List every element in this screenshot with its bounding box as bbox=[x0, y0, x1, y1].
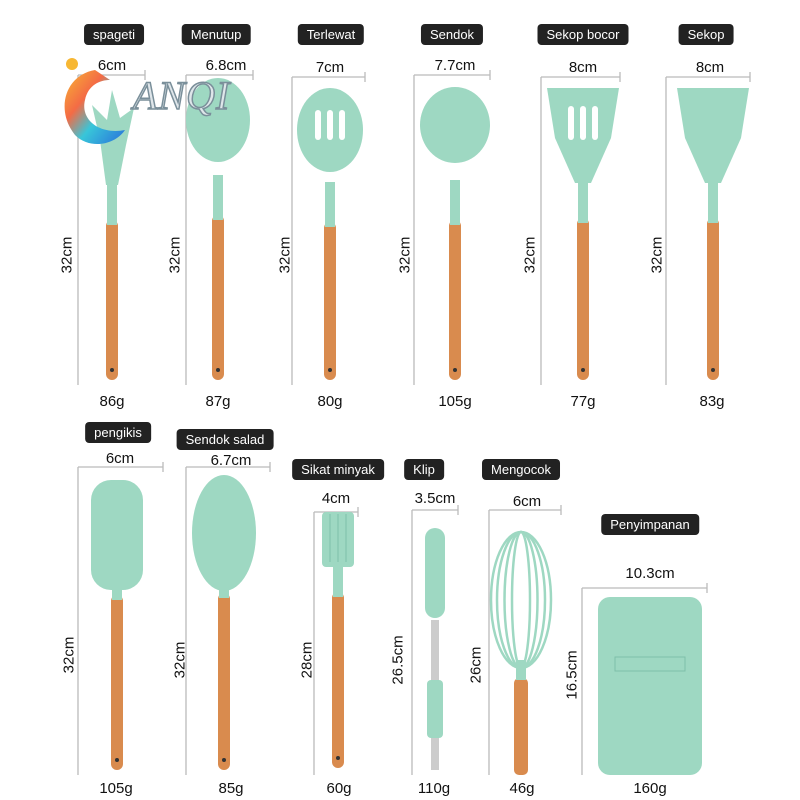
item-name-badge: Mengocok bbox=[482, 459, 560, 480]
item-weight-label: 110g bbox=[417, 780, 451, 797]
item-width-label: 10.3cm bbox=[625, 565, 675, 582]
item-width-label: 8cm bbox=[695, 59, 725, 76]
utensil-neck bbox=[213, 175, 223, 220]
utensil-handle bbox=[106, 220, 118, 380]
item-name-badge: spageti bbox=[84, 24, 144, 45]
item-weight-label: 77g bbox=[570, 393, 596, 410]
logo-text: ANQI bbox=[132, 72, 231, 119]
item-name-badge: Sendok salad bbox=[176, 429, 274, 450]
item-height-label: 32cm bbox=[276, 236, 294, 274]
whisk-neck bbox=[516, 660, 526, 680]
utensil-handle bbox=[332, 592, 344, 768]
item-height-label: 32cm bbox=[58, 236, 76, 274]
item-height-label: 32cm bbox=[60, 636, 78, 674]
utensil-neck bbox=[450, 180, 460, 225]
hanging-hole bbox=[711, 368, 715, 372]
item-weight-label: 86g bbox=[99, 393, 125, 410]
whisk-wire bbox=[489, 530, 553, 670]
item-height-label: 32cm bbox=[648, 236, 666, 274]
item-height-label: 32cm bbox=[396, 236, 414, 274]
hanging-hole bbox=[110, 368, 114, 372]
tongs-grip bbox=[427, 680, 443, 738]
item-width-label: 6cm bbox=[512, 493, 542, 510]
item-weight-label: 160g bbox=[633, 780, 667, 797]
utensil-handle bbox=[218, 593, 230, 770]
slot bbox=[327, 110, 333, 140]
brand-logo: ANQI bbox=[55, 50, 230, 150]
item-name-badge: Menutup bbox=[181, 24, 251, 45]
item-width-label: 4cm bbox=[321, 490, 351, 507]
hanging-hole bbox=[581, 368, 585, 372]
hanging-hole bbox=[115, 758, 119, 762]
slot bbox=[339, 110, 345, 140]
item-name-badge: Klip bbox=[404, 459, 444, 480]
hanging-hole bbox=[222, 758, 226, 762]
item-name-badge: Sekop bocor bbox=[537, 24, 629, 45]
whisk-wire bbox=[503, 530, 539, 670]
turner-head bbox=[677, 88, 749, 183]
utensil-handle bbox=[212, 215, 224, 380]
utensil-neck bbox=[578, 178, 588, 223]
item-weight-label: 80g bbox=[317, 393, 343, 410]
item-height-label: 26cm bbox=[467, 646, 485, 684]
utensil-handle bbox=[111, 595, 123, 770]
utensil-handle bbox=[449, 220, 461, 380]
item-width-label: 8cm bbox=[568, 59, 598, 76]
slot bbox=[315, 110, 321, 140]
item-width-label: 6.8cm bbox=[205, 57, 247, 74]
item-name-badge: Sekop bbox=[678, 24, 734, 45]
item-name-badge: pengikis bbox=[85, 422, 151, 443]
item-width-label: 7cm bbox=[315, 59, 345, 76]
utensil-handle bbox=[324, 222, 336, 380]
item-name-badge: Penyimpanan bbox=[601, 514, 699, 535]
utensil-neck bbox=[333, 552, 343, 597]
holder-print bbox=[614, 656, 686, 672]
utensil-handle bbox=[577, 218, 589, 380]
whisk-wire bbox=[510, 530, 532, 670]
item-weight-label: 85g bbox=[218, 780, 244, 797]
hanging-hole bbox=[328, 368, 332, 372]
slot bbox=[580, 106, 586, 140]
item-width-label: 7.7cm bbox=[434, 57, 476, 74]
utensil-handle bbox=[707, 218, 719, 380]
item-width-label: 6cm bbox=[105, 450, 135, 467]
item-weight-label: 105g bbox=[438, 393, 472, 410]
tongs-head bbox=[425, 528, 445, 618]
item-weight-label: 83g bbox=[699, 393, 725, 410]
item-weight-label: 46g bbox=[509, 780, 535, 797]
item-name-badge: Terlewat bbox=[297, 24, 365, 45]
item-weight-label: 105g bbox=[99, 780, 133, 797]
item-height-label: 16.5cm bbox=[563, 650, 581, 700]
utensil-neck bbox=[708, 178, 718, 223]
spoon-head bbox=[420, 87, 490, 163]
item-width-label: 6cm bbox=[97, 57, 127, 74]
logo-swirl-icon bbox=[64, 58, 125, 145]
hanging-hole bbox=[336, 756, 340, 760]
utensil-handle bbox=[514, 678, 528, 775]
item-height-label: 32cm bbox=[521, 236, 539, 274]
utensil-neck bbox=[325, 182, 335, 227]
item-height-label: 28cm bbox=[298, 641, 316, 679]
item-height-label: 26.5cm bbox=[389, 635, 407, 685]
item-name-badge: Sendok bbox=[420, 24, 484, 45]
hanging-hole bbox=[453, 368, 457, 372]
item-height-label: 32cm bbox=[166, 236, 184, 274]
item-width-label: 3.5cm bbox=[414, 490, 456, 507]
item-width-label: 6.7cm bbox=[210, 452, 252, 469]
hanging-hole bbox=[216, 368, 220, 372]
utensil-neck bbox=[107, 180, 117, 225]
slot bbox=[592, 106, 598, 140]
salad-spoon-head bbox=[192, 475, 256, 591]
item-weight-label: 60g bbox=[326, 780, 352, 797]
scraper-head bbox=[91, 480, 143, 590]
utensil-holder bbox=[598, 597, 702, 775]
spoon-head bbox=[186, 78, 250, 162]
slot bbox=[568, 106, 574, 140]
item-weight-label: 87g bbox=[205, 393, 231, 410]
item-height-label: 32cm bbox=[171, 641, 189, 679]
item-name-badge: Sikat minyak bbox=[292, 459, 384, 480]
